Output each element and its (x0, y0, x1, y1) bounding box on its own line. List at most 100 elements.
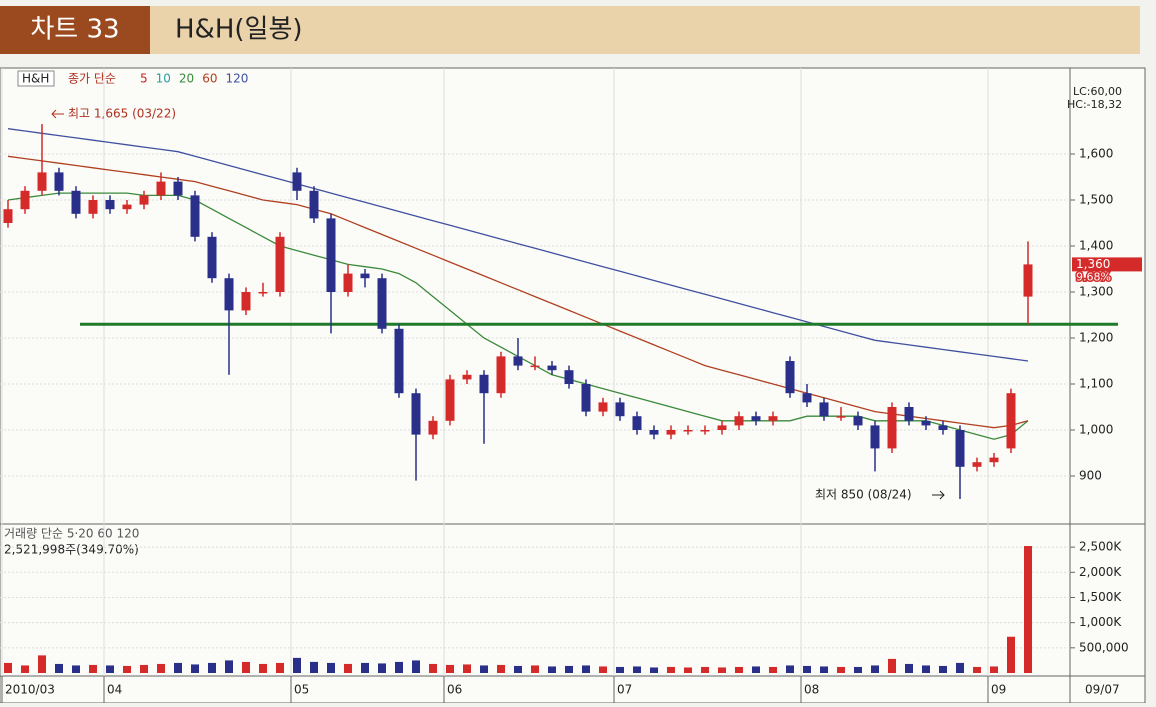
candle-body (870, 425, 880, 449)
volume-bar (276, 662, 284, 673)
moving-average (7, 128, 1029, 362)
candle-body (343, 273, 353, 292)
candle-body (955, 430, 965, 467)
volume-bar (888, 658, 896, 673)
low-note: 최저 850 (08/24) (815, 488, 912, 502)
hc-label: HC:-18,32 (1067, 98, 1122, 111)
x-tick-label: 2010/03 (5, 683, 55, 697)
candle-body (360, 273, 370, 279)
volume-bar (599, 666, 607, 673)
candle-body (71, 190, 81, 214)
volume-bar (38, 655, 46, 673)
candle-body (207, 236, 217, 279)
volume-bar (225, 660, 233, 673)
candle-body (190, 195, 200, 237)
volume-bar (259, 663, 267, 673)
y2-tick-label: 1,500K (1079, 590, 1122, 604)
volume-bar (310, 661, 318, 673)
volume-bar (1024, 546, 1032, 673)
volume-bar (854, 666, 862, 673)
candle-body (37, 172, 47, 191)
candle-body (785, 361, 795, 394)
candle-body (564, 370, 574, 384)
candle-body (54, 172, 64, 191)
volume-bar (973, 666, 981, 673)
lc-label: LC:60,00 (1073, 85, 1122, 98)
volume-bar (157, 663, 165, 673)
volume-bar (412, 660, 420, 673)
volume-bar (21, 665, 29, 673)
candle-body (530, 365, 540, 368)
price-legend-title: 종가 단순 (68, 72, 116, 86)
candle-body (700, 430, 710, 432)
header-band (0, 6, 1140, 54)
legend-label: 5 (140, 72, 148, 86)
volume-bar (718, 667, 726, 673)
volume-bar (548, 666, 556, 673)
candle-body (479, 374, 489, 394)
volume-bar (939, 665, 947, 673)
last-price-label: 1,360 (1076, 257, 1110, 271)
candle-body (275, 236, 285, 292)
y-tick-label: 1,600 (1079, 147, 1113, 161)
candle-body (139, 195, 149, 205)
candle-body (904, 407, 914, 421)
candle-body (105, 200, 115, 210)
candle-body (394, 328, 404, 394)
volume-bar (174, 662, 182, 673)
y-tick-label: 1,200 (1079, 331, 1113, 345)
volume-bar (735, 666, 743, 673)
legend-label: 60 (202, 72, 217, 86)
candle-body (683, 430, 693, 432)
header-badge-bg (0, 6, 150, 54)
candle-body (632, 416, 642, 430)
volume-bar (55, 663, 63, 673)
y-tick-label: 1,100 (1079, 377, 1113, 391)
candle-body (972, 462, 982, 467)
volume-bar (480, 665, 488, 673)
volume-bar (667, 666, 675, 673)
volume-bar (429, 663, 437, 673)
arrow (51, 109, 64, 119)
candle-body (224, 278, 234, 311)
candle-body (173, 181, 183, 196)
date-label: 09/07 (1085, 683, 1120, 697)
candle-body (326, 218, 336, 292)
header-badge: 차트 33 (30, 15, 119, 45)
volume-bar (191, 664, 199, 673)
candle-body (156, 181, 166, 196)
volume-legend: 거래량 단순 5·20 60 120 (4, 527, 139, 541)
y-tick-label: 1,400 (1079, 239, 1113, 253)
x-tick-label: 09 (991, 683, 1006, 697)
candle-body (496, 356, 506, 394)
candle-body (377, 278, 387, 329)
volume-bar (463, 664, 471, 673)
candle-body (802, 393, 812, 403)
volume-bar (820, 666, 828, 673)
x-tick-label: 06 (447, 683, 462, 697)
volume-bar (616, 666, 624, 673)
volume-bar (1007, 636, 1015, 673)
volume-bar (378, 663, 386, 673)
volume-bar (293, 657, 301, 673)
legend-label: 10 (156, 72, 171, 86)
candle-body (853, 416, 863, 426)
candle-body (734, 416, 744, 426)
candle-body (615, 402, 625, 417)
chart-frame (0, 67, 1146, 704)
volume-bar (871, 665, 879, 673)
y-tick-label: 1,000 (1079, 423, 1113, 437)
volume-bar (701, 666, 709, 673)
x-tick-label: 04 (107, 683, 122, 697)
candle-body (1006, 393, 1016, 449)
volume-bar (208, 662, 216, 673)
candle-body (649, 430, 659, 435)
symbol-box (17, 70, 55, 87)
volume-bar (514, 665, 522, 673)
candle-body (1023, 264, 1033, 297)
candle-body (598, 402, 608, 412)
candle-body (938, 425, 948, 430)
candle-body (411, 393, 421, 435)
candle-body (428, 420, 438, 435)
